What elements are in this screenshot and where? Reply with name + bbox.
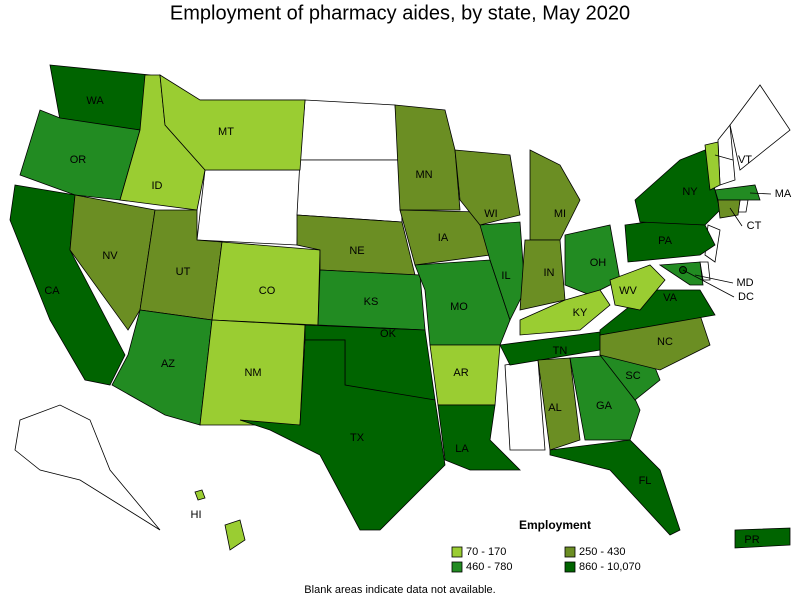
state-label: NM <box>244 367 261 379</box>
legend-title: Employment <box>519 518 591 532</box>
state-label: CT <box>747 220 762 232</box>
leader-line <box>749 192 772 195</box>
state-shape <box>239 339 446 531</box>
state-shape <box>454 149 521 226</box>
legend-swatch <box>564 546 576 558</box>
state-shape <box>69 194 156 331</box>
state-label: NV <box>102 250 118 262</box>
state-label: SC <box>625 370 640 382</box>
state-label: MT <box>218 126 234 138</box>
state-shape <box>14 404 161 531</box>
state-shape <box>609 264 666 311</box>
legend-swatch <box>451 546 463 558</box>
legend-label: 460 - 780 <box>466 561 512 573</box>
state-shape <box>717 199 741 219</box>
legend-label: 70 - 170 <box>466 546 506 558</box>
state-label: LA <box>455 443 469 455</box>
state-shape <box>296 159 403 223</box>
state-label: PR <box>744 534 759 546</box>
state-label: OR <box>70 154 87 166</box>
state-shape <box>529 149 581 241</box>
state-shape <box>519 289 611 336</box>
state-shape <box>519 239 566 311</box>
state-shape <box>734 527 791 549</box>
state-shape <box>437 404 521 471</box>
state-label: NY <box>682 186 698 198</box>
legend-swatch <box>451 561 463 573</box>
state-label: UT <box>176 266 191 278</box>
legend-label: 250 - 430 <box>579 546 625 558</box>
leader-line <box>729 207 743 227</box>
state-shape <box>729 84 791 171</box>
state-label: MO <box>450 301 468 313</box>
state-label: HI <box>191 509 202 521</box>
state-label: AZ <box>161 358 175 370</box>
state-label: TX <box>350 432 365 444</box>
map-title: Employment of pharmacy aides, by state, … <box>170 2 630 24</box>
state-shape <box>159 74 306 171</box>
state-shape <box>537 357 581 451</box>
state-label: MA <box>775 188 792 200</box>
state-label: WI <box>484 208 497 220</box>
state-label: IL <box>501 270 510 282</box>
state-label: KY <box>573 307 588 319</box>
state-label: NE <box>349 245 364 257</box>
state-label: FL <box>639 475 652 487</box>
state-shape <box>224 519 246 551</box>
state-label: NC <box>657 336 673 348</box>
state-shape <box>714 184 761 201</box>
state-shape <box>194 489 206 501</box>
state-shape <box>504 359 546 451</box>
state-label: AR <box>453 367 468 379</box>
state-label: VT <box>738 154 752 166</box>
state-shape <box>479 221 526 322</box>
state-label: VA <box>663 292 678 304</box>
state-shape <box>299 99 401 161</box>
legend: Employment 70 - 170 250 - 430 460 - 780 860… <box>451 518 641 573</box>
state-shape <box>549 439 681 536</box>
state-label: MI <box>554 208 566 220</box>
state-label: MD <box>736 277 753 289</box>
state-label: IA <box>438 232 449 244</box>
state-label: GA <box>596 400 613 412</box>
footnote: Blank areas indicate data not available. <box>304 584 495 596</box>
state-label: CO <box>259 285 276 297</box>
state-shape <box>394 104 461 211</box>
state-label: WA <box>86 95 104 107</box>
state-label: OK <box>380 328 397 340</box>
state-label: MN <box>415 169 432 181</box>
state-label: IN <box>544 267 555 279</box>
state-label: KS <box>364 296 379 308</box>
leader-line <box>682 269 735 298</box>
state-label: OH <box>590 257 607 269</box>
state-shape <box>211 241 321 326</box>
legend-swatch <box>564 561 576 573</box>
state-label: DC <box>738 291 754 303</box>
state-label: CA <box>44 285 60 297</box>
state-shape <box>699 261 711 281</box>
state-label: TN <box>553 345 568 357</box>
state-label: AL <box>548 402 561 414</box>
legend-label: 860 - 10,070 <box>579 561 641 573</box>
state-label: WV <box>619 285 637 297</box>
leader-line <box>694 274 734 284</box>
state-label: PA <box>658 235 673 247</box>
state-shape <box>196 169 301 246</box>
state-label: ID <box>152 180 163 192</box>
state-shape <box>564 224 621 296</box>
states: WA OR CA NV ID MT UT CO AZ NM NE KS OK TX MN IA MO AR LA WI… <box>9 64 792 551</box>
leader-line <box>714 154 734 161</box>
state-shape <box>704 141 721 191</box>
